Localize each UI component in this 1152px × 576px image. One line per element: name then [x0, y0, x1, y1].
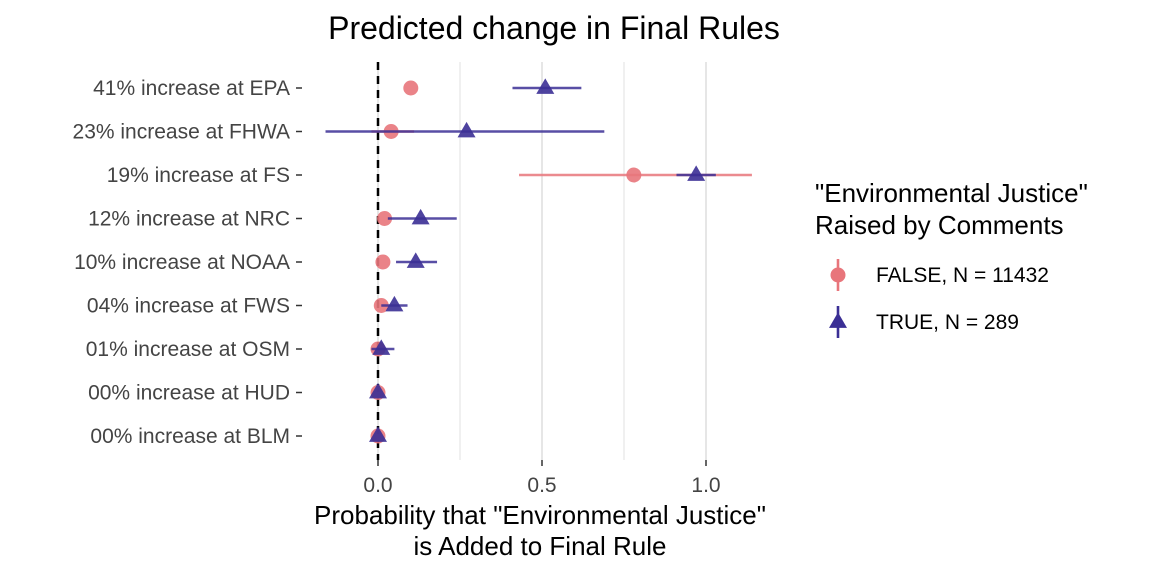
x-axis: 0.0 0.5 1.0 — [363, 460, 721, 497]
plot-marks — [325, 78, 752, 444]
point-marker — [377, 211, 393, 226]
point-marker — [457, 121, 476, 138]
y-tick-label: 41% increase at EPA — [93, 77, 290, 100]
y-tick-label: 04% increase at FWS — [87, 295, 290, 318]
y-tick-label: 01% increase at OSM — [86, 338, 290, 361]
legend-key-marker — [829, 312, 847, 328]
x-tick-label: 1.0 — [691, 474, 720, 497]
y-tick-label: 23% increase at FHWA — [73, 121, 290, 144]
legend-label: TRUE, N = 289 — [876, 311, 1019, 334]
y-tick-label: 00% increase at HUD — [88, 382, 290, 405]
x-axis-label-line-1: Probability that "Environmental Justice" — [314, 500, 766, 530]
point-marker — [385, 295, 404, 312]
legend-title-line-1: "Environmental Justice" — [815, 178, 1088, 208]
y-tick-label: 00% increase at BLM — [90, 425, 290, 448]
legend-item: TRUE, N = 289 — [829, 306, 1019, 338]
legend-title-line-2: Raised by Comments — [815, 210, 1064, 240]
y-axis: 41% increase at EPA 23% increase at FHWA 1… — [73, 77, 302, 448]
x-tick-label: 0.0 — [363, 474, 392, 497]
x-tick-label: 0.5 — [527, 474, 556, 497]
point-marker — [375, 254, 391, 270]
y-tick-label: 12% increase at NRC — [88, 208, 290, 231]
point-marker — [369, 426, 387, 442]
series-true — [325, 78, 716, 442]
point-marker — [406, 252, 425, 268]
point-marker — [411, 208, 430, 225]
y-tick-label: 10% increase at NOAA — [74, 251, 290, 274]
point-marker — [372, 339, 391, 355]
legend-item: FALSE, N = 11432 — [830, 259, 1049, 291]
legend-label: FALSE, N = 11432 — [876, 264, 1049, 287]
chart-title: Predicted change in Final Rules — [328, 10, 780, 46]
x-axis-label-line-2: is Added to Final Rule — [414, 531, 667, 561]
legend-key-marker — [830, 267, 846, 283]
point-marker — [536, 78, 555, 94]
point-marker — [687, 165, 706, 181]
point-marker — [626, 167, 642, 183]
legend: "Environmental Justice" Raised by Commen… — [815, 178, 1088, 338]
point-marker — [369, 382, 387, 399]
point-marker — [403, 80, 419, 96]
y-tick-label: 19% increase at FS — [107, 164, 290, 187]
legend-items: FALSE, N = 11432 TRUE, N = 289 — [829, 259, 1049, 338]
